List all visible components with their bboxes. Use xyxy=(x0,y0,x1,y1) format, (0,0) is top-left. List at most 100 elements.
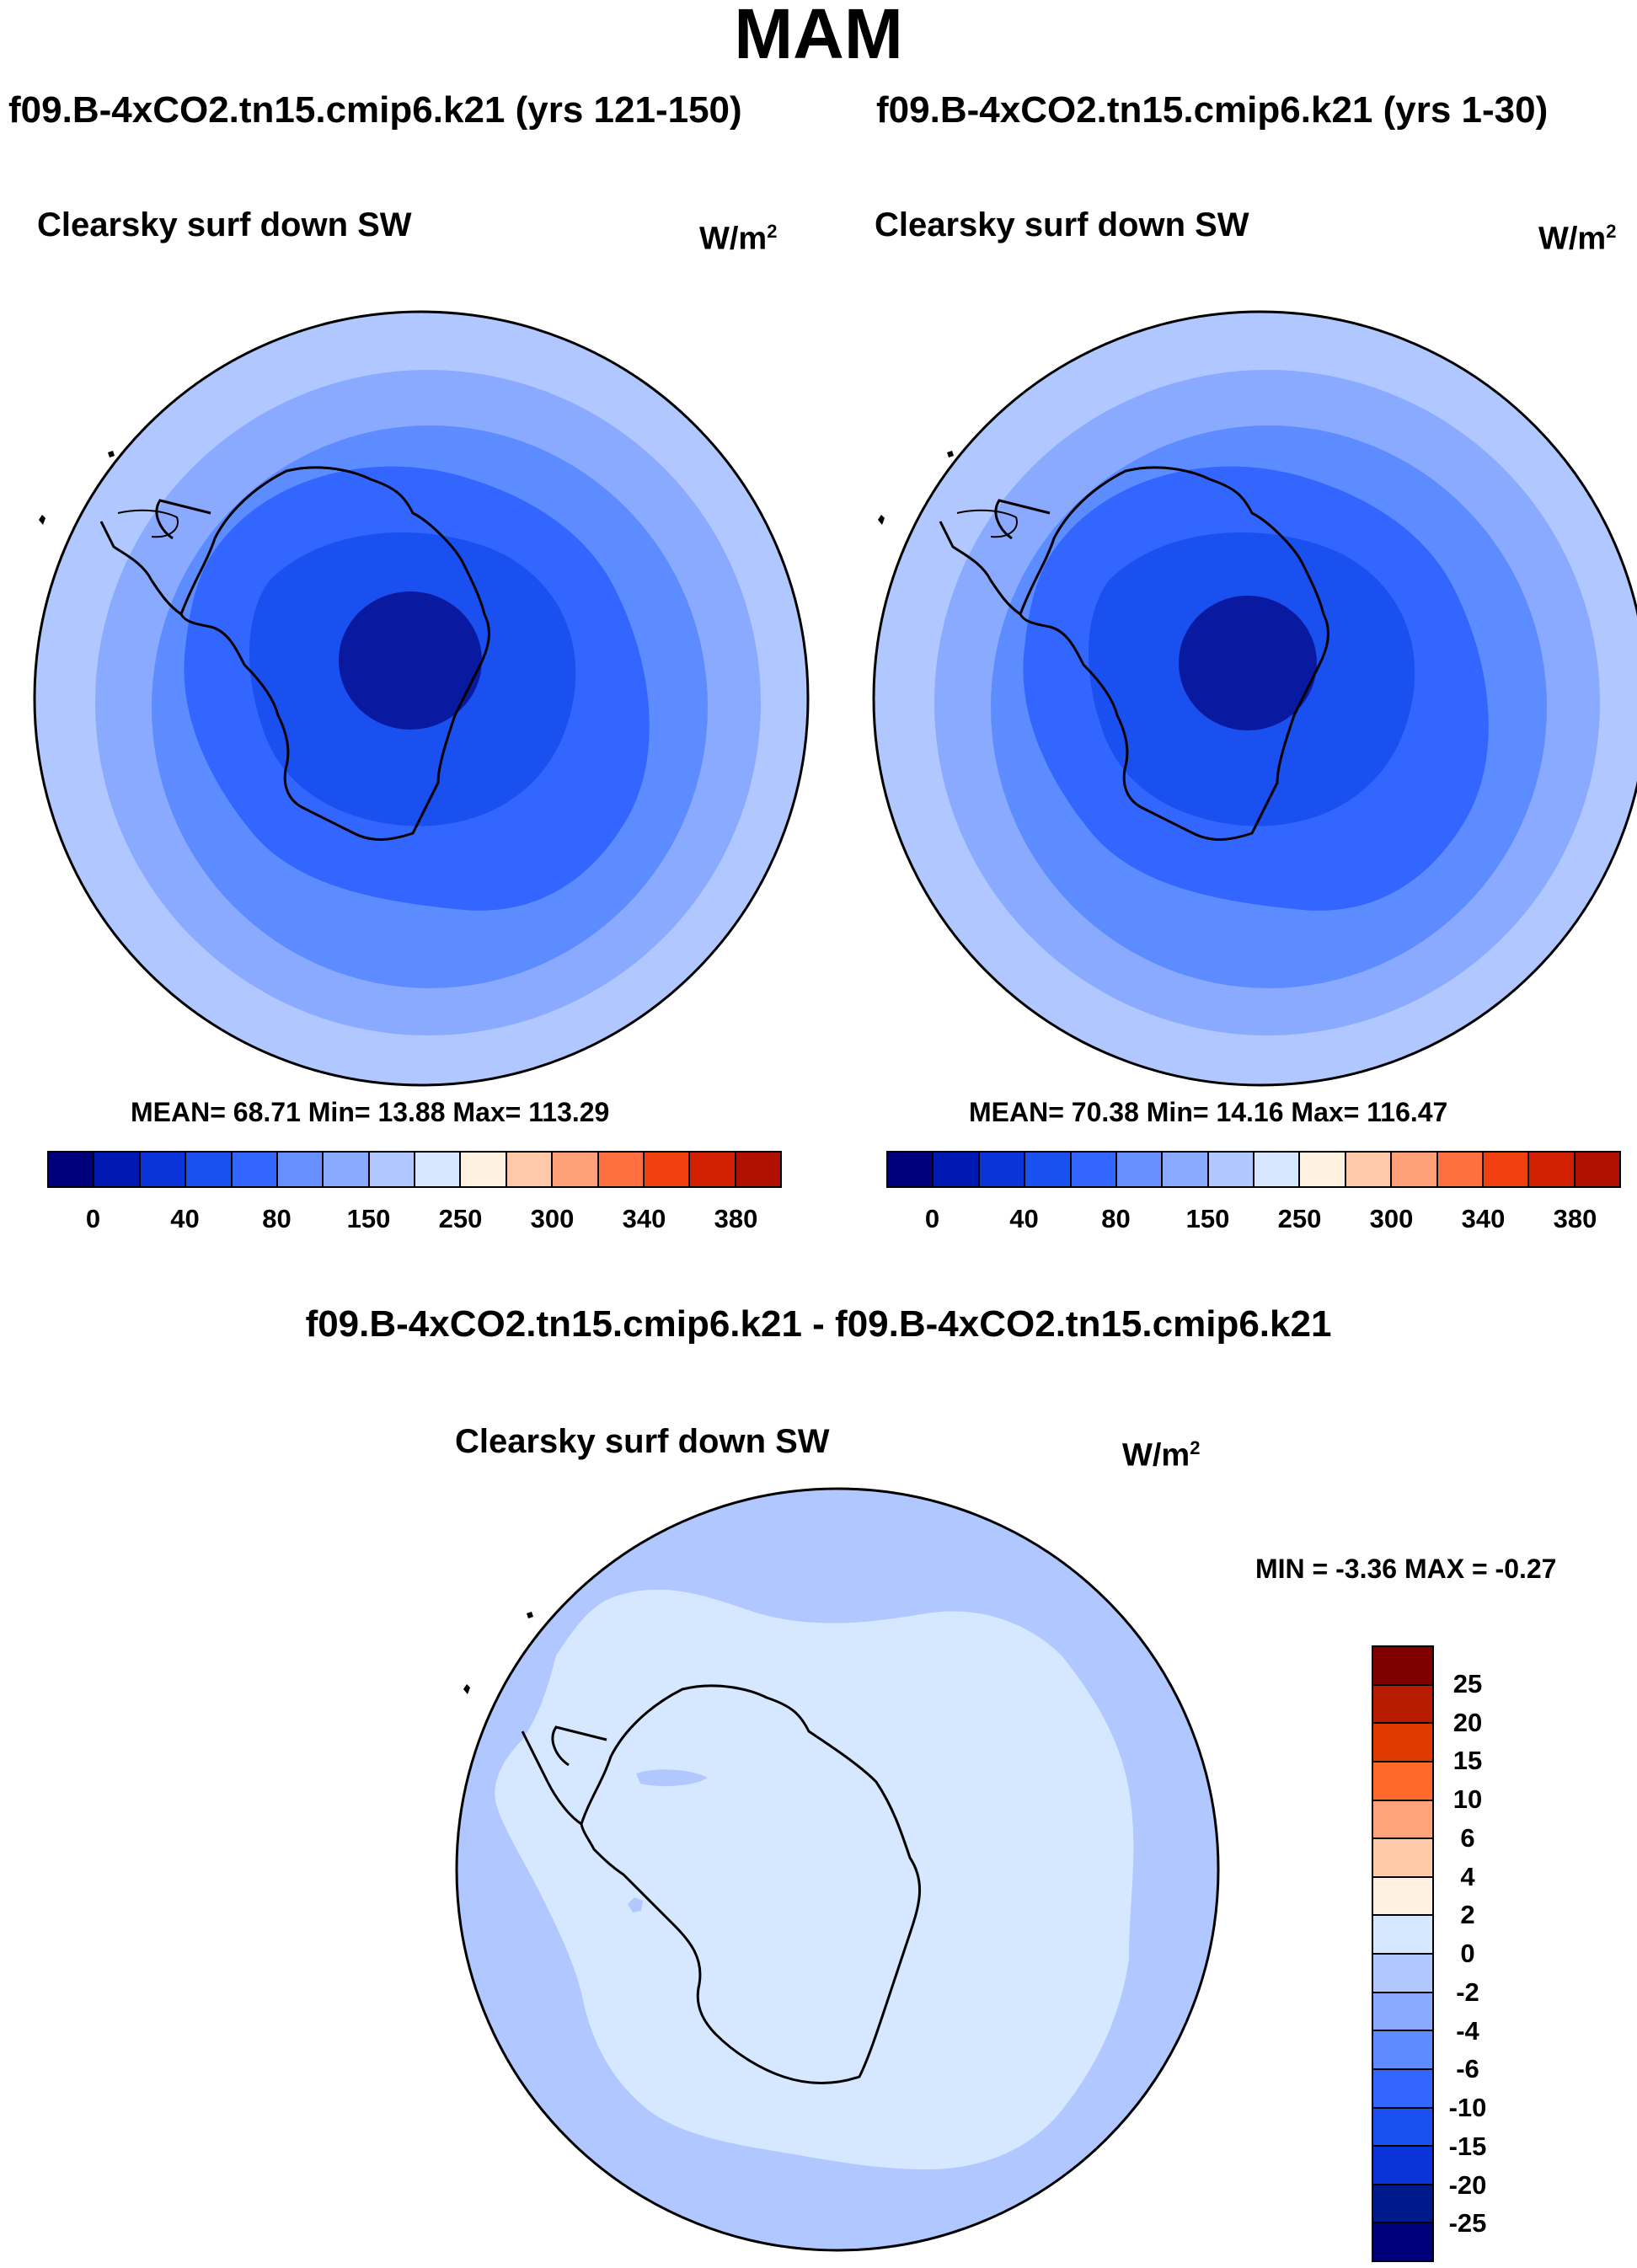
colorbar-tick-label: 300 xyxy=(1369,1204,1414,1233)
colorbar-swatch xyxy=(553,1153,599,1186)
island-1 xyxy=(947,451,954,457)
colorbar-tick-label: 80 xyxy=(262,1204,292,1233)
colorbar-swatch xyxy=(1071,1153,1117,1186)
colorbar-tick-label: 10 xyxy=(1452,1784,1483,1814)
colorbar-swatch xyxy=(94,1153,141,1186)
colorbar-swatch xyxy=(1025,1153,1072,1186)
continent-outline xyxy=(179,466,490,841)
diff-patch-1 xyxy=(636,1769,708,1787)
right-stats: MEAN= 70.38 Min= 14.16 Max= 116.47 xyxy=(969,1097,1448,1127)
colorbar-swatch xyxy=(1373,1762,1432,1801)
colorbar-tick-label: 250 xyxy=(438,1204,483,1233)
colorbar-swatch xyxy=(1437,1153,1484,1186)
colorbar-swatch xyxy=(1373,1877,1432,1917)
colorbar-tick-label: 4 xyxy=(1460,1861,1475,1891)
island-2 xyxy=(463,1684,470,1694)
island-1 xyxy=(527,1612,533,1618)
colorbar-tick-label: -4 xyxy=(1456,2015,1479,2046)
colorbar-swatch xyxy=(1300,1153,1346,1186)
colorbar-swatch xyxy=(1373,2147,1432,2185)
colorbar-tick-label: 300 xyxy=(530,1204,575,1233)
diff-units: W/m2 xyxy=(1122,1427,1200,1477)
diff-band-minus2-0 xyxy=(495,1589,1134,2169)
diff-field-title: Clearsky surf down SW xyxy=(455,1423,830,1460)
peninsula-shelf xyxy=(117,509,179,538)
island-2 xyxy=(39,515,45,525)
peninsula-outline xyxy=(99,499,211,616)
colorbar-tick-label: -2 xyxy=(1456,1976,1479,2007)
left-units-text: W/m xyxy=(699,221,768,257)
colorbar-swatch xyxy=(1575,1153,1619,1186)
colorbar-tick-label: 2 xyxy=(1460,1900,1475,1930)
colorbar-tick-label: 0 xyxy=(1460,1939,1475,1968)
colorbar-swatch xyxy=(598,1153,645,1186)
colorbar-tick-label: -25 xyxy=(1448,2208,1487,2239)
colorbar-swatch xyxy=(1373,1839,1432,1878)
colorbar-swatch xyxy=(1483,1153,1530,1186)
colorbar-swatch xyxy=(324,1153,370,1186)
colorbar-swatch xyxy=(1373,2223,1432,2260)
colorbar-swatch xyxy=(1373,1993,1432,2032)
colorbar-swatch xyxy=(1373,2185,1432,2224)
colorbar-tick-label: 25 xyxy=(1452,1668,1483,1698)
continent-outline xyxy=(1019,466,1329,841)
continent-outline xyxy=(580,1684,922,2084)
right-units: W/m2 xyxy=(1538,211,1616,260)
left-field-title: Clearsky surf down SW xyxy=(37,206,412,243)
right-units-exp: 2 xyxy=(1606,221,1617,242)
left-units: W/m2 xyxy=(699,211,777,260)
colorbar-tick-label: 15 xyxy=(1452,1746,1483,1776)
colorbar-tick-label: -6 xyxy=(1456,2054,1479,2084)
colorbar-swatch xyxy=(506,1153,554,1186)
colorbar-swatch xyxy=(690,1153,736,1186)
colorbar-swatch xyxy=(979,1153,1026,1186)
colorbar-swatch xyxy=(1392,1153,1438,1186)
colorbar-swatch xyxy=(49,1153,95,1186)
colorbar-swatch xyxy=(277,1153,324,1186)
colorbar-swatch xyxy=(232,1153,278,1186)
diff-colorbar xyxy=(1372,1645,1434,2262)
colorbar-swatch xyxy=(1373,1916,1432,1955)
colorbar-tick-label: 250 xyxy=(1277,1204,1322,1233)
colorbar-swatch xyxy=(1373,1647,1432,1686)
colorbar-swatch xyxy=(736,1153,780,1186)
colorbar-tick-label: 0 xyxy=(85,1204,101,1233)
diff-units-text: W/m xyxy=(1122,1437,1190,1474)
colorbar-tick-label: -15 xyxy=(1448,2131,1487,2161)
colorbar-tick-label: 150 xyxy=(1185,1204,1230,1233)
colorbar-swatch xyxy=(461,1153,507,1186)
colorbar-swatch xyxy=(644,1153,691,1186)
colorbar-swatch xyxy=(934,1153,980,1186)
colorbar-tick-label: 40 xyxy=(1009,1204,1039,1233)
colorbar-swatch xyxy=(1373,1800,1432,1840)
colorbar-tick-label: 0 xyxy=(924,1204,940,1233)
colorbar-tick-label: 150 xyxy=(346,1204,391,1233)
colorbar-swatch xyxy=(369,1153,415,1186)
peninsula-outline xyxy=(521,1725,607,1826)
colorbar-swatch xyxy=(1208,1153,1254,1186)
colorbar-swatch xyxy=(140,1153,187,1186)
right-field-title: Clearsky surf down SW xyxy=(875,206,1249,243)
band-0-20 xyxy=(1179,596,1317,730)
left-colorbar xyxy=(47,1151,782,1188)
colorbar-swatch xyxy=(1373,2031,1432,2070)
colorbar-swatch xyxy=(1373,2108,1432,2148)
right-case-title: f09.B-4xCO2.tn15.cmip6.k21 (yrs 1-30) xyxy=(876,89,1549,131)
colorbar-tick-label: 20 xyxy=(1452,1707,1483,1737)
page-title: MAM xyxy=(734,0,903,73)
right-units-text: W/m xyxy=(1538,221,1607,257)
colorbar-swatch xyxy=(1254,1153,1301,1186)
diff-units-exp: 2 xyxy=(1190,1437,1201,1458)
colorbar-swatch xyxy=(1529,1153,1575,1186)
left-case-title: f09.B-4xCO2.tn15.cmip6.k21 (yrs 121-150) xyxy=(8,89,742,131)
colorbar-swatch xyxy=(1163,1153,1209,1186)
colorbar-swatch xyxy=(1116,1153,1164,1186)
colorbar-swatch xyxy=(1373,1685,1432,1725)
colorbar-tick-label: 80 xyxy=(1101,1204,1131,1233)
band-0-20 xyxy=(339,591,482,730)
diff-patch-2 xyxy=(628,1897,643,1912)
left-polar-map xyxy=(33,310,810,1087)
colorbar-tick-label: -10 xyxy=(1448,2093,1487,2122)
colorbar-tick-label: 380 xyxy=(1553,1204,1597,1233)
colorbar-swatch xyxy=(1373,2069,1432,2109)
